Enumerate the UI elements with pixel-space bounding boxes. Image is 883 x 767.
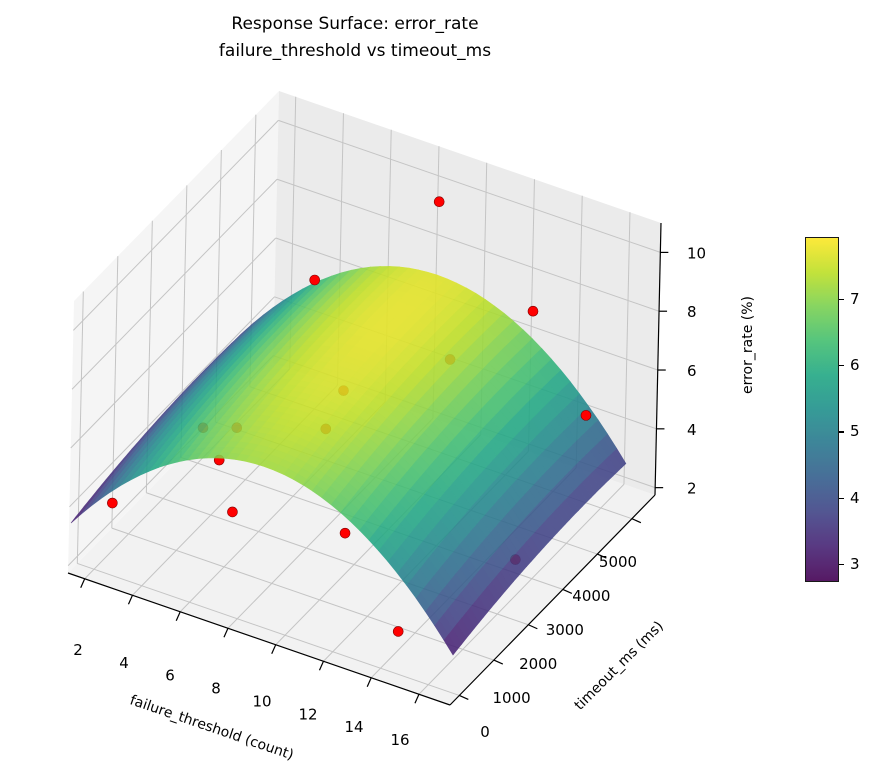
z-tick-label: 4 xyxy=(687,421,697,439)
y-axis-line xyxy=(449,494,656,706)
y-tick-mark xyxy=(528,624,538,630)
y-axis-label: timeout_ms (ms) xyxy=(571,618,666,713)
z-axis-line xyxy=(654,222,662,496)
colorbar-tick-label: 3 xyxy=(850,554,860,573)
colorbar xyxy=(805,237,839,582)
gridline-y-floor xyxy=(77,562,460,696)
x-tick-mark xyxy=(223,628,229,638)
x-tick-mark xyxy=(127,595,134,605)
colorbar-tick-label: 4 xyxy=(850,488,860,507)
scatter-point xyxy=(339,527,351,539)
gridline-z-left xyxy=(69,296,275,508)
x-tick-label: 8 xyxy=(211,680,221,698)
chart-title-line-1: Response Surface: error_rate xyxy=(231,14,479,34)
gridline-z-back xyxy=(278,119,661,253)
y-tick-mark xyxy=(562,588,573,594)
gridline-x-floor xyxy=(418,483,625,695)
colorbar-tick-label: 6 xyxy=(850,356,860,375)
gridline-y-floor xyxy=(111,527,494,661)
x-tick-label: 2 xyxy=(73,641,83,659)
y-tick-label: 3000 xyxy=(546,621,584,639)
y-tick-label: 2000 xyxy=(519,655,557,673)
x-tick-label: 4 xyxy=(119,654,129,672)
z-axis-label: error_rate (%) xyxy=(740,296,756,394)
x-tick-mark xyxy=(366,677,372,688)
z-tick-label: 8 xyxy=(687,303,697,321)
gridline-z-back xyxy=(276,178,660,312)
y-tick-label: 5000 xyxy=(599,553,637,571)
y-tick-label: 1000 xyxy=(493,689,531,707)
left-pane xyxy=(68,91,279,573)
colorbar-tick: 3 xyxy=(839,554,860,573)
x-tick-mark xyxy=(414,694,420,704)
y-tick-mark xyxy=(631,518,642,524)
x-tick-label: 14 xyxy=(344,718,363,736)
y-tick-label: 0 xyxy=(480,723,490,741)
x-tick-label: 12 xyxy=(298,705,317,723)
x-tick-mark xyxy=(175,611,181,622)
colorbar-tick: 5 xyxy=(839,422,860,441)
z-tick-label: 2 xyxy=(687,480,697,498)
x-axis-line xyxy=(67,572,451,706)
scatter-point xyxy=(392,626,404,637)
gridline-z-left xyxy=(70,237,277,449)
scatter-point xyxy=(107,497,118,509)
z-tick-label: 6 xyxy=(687,362,697,380)
y-tick-mark xyxy=(493,659,504,665)
x-tick-label: 10 xyxy=(252,692,271,710)
scatter-point xyxy=(227,506,238,518)
gridline-z-left xyxy=(71,178,278,390)
x-tick-mark xyxy=(80,578,86,589)
surface xyxy=(70,266,627,656)
surface-facet xyxy=(368,534,384,551)
gridline-y-left xyxy=(76,291,84,564)
x-tick-mark xyxy=(271,644,277,655)
scatter-point xyxy=(433,196,445,208)
y-tick-mark xyxy=(459,694,469,701)
y-tick-label: 4000 xyxy=(572,587,610,605)
colorbar-tick: 4 xyxy=(839,488,860,507)
gridline-x-back xyxy=(623,212,631,485)
colorbar-tick-label: 7 xyxy=(850,289,860,308)
gridline-z-left xyxy=(72,120,279,331)
scatter-point xyxy=(309,274,321,286)
scatter-point xyxy=(527,305,539,317)
chart-title-line-2: failure_threshold vs timeout_ms xyxy=(218,41,492,61)
z-tick-label: 10 xyxy=(687,244,706,262)
colorbar-tick-label: 5 xyxy=(850,422,860,441)
colorbar-tick: 7 xyxy=(839,289,860,308)
scatter-point xyxy=(580,410,592,421)
x-tick-label: 16 xyxy=(390,731,409,749)
y-tick-mark xyxy=(597,553,607,559)
x-tick-label: 6 xyxy=(165,667,175,685)
x-tick-mark xyxy=(318,661,325,671)
colorbar-tick: 6 xyxy=(839,356,860,375)
